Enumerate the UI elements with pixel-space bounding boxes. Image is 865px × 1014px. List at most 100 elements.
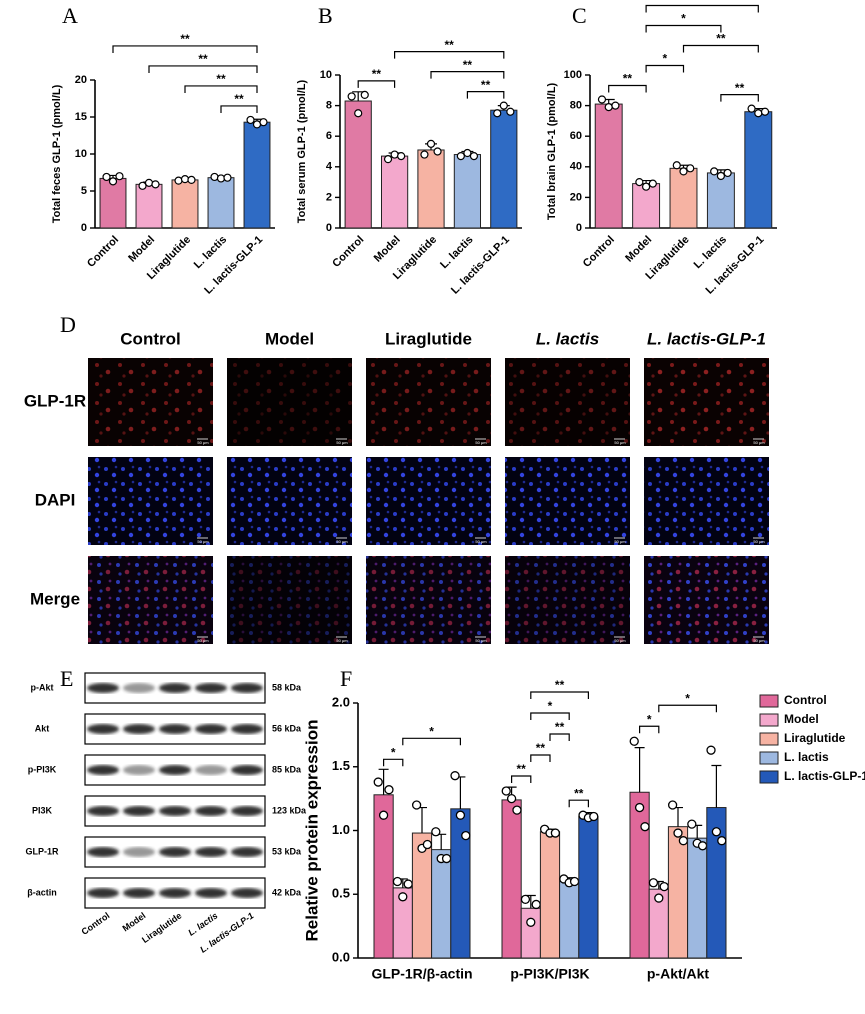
significance-bracket <box>357 80 396 88</box>
blot-band <box>159 765 191 775</box>
scale-bar-label: 50 μm <box>614 638 626 643</box>
data-point <box>640 822 650 832</box>
data-point <box>223 173 232 182</box>
lane-label: Liraglutide <box>140 910 183 945</box>
error-bar <box>417 806 427 834</box>
y-tick-label: 20 <box>570 191 582 203</box>
data-point <box>717 836 727 846</box>
micrograph <box>227 457 352 545</box>
panel-label: C <box>572 3 587 28</box>
error-bar <box>711 764 722 808</box>
data-point <box>403 879 413 889</box>
data-point <box>441 853 452 864</box>
data-point <box>687 819 697 829</box>
y-tick-label: 0.0 <box>332 949 350 964</box>
data-point <box>706 745 716 755</box>
blot-band <box>195 847 227 857</box>
blot-band <box>123 806 155 816</box>
data-point <box>634 802 645 813</box>
bar <box>344 100 372 229</box>
data-point <box>648 878 659 888</box>
legend-swatch <box>759 713 779 727</box>
y-tick-label: 0.5 <box>332 886 350 901</box>
data-point <box>686 164 695 173</box>
x-tick-label: Control <box>330 234 366 270</box>
column-header: Model <box>265 329 314 348</box>
data-point <box>259 118 268 127</box>
data-point <box>384 785 394 795</box>
band-name: p-Akt <box>31 682 54 692</box>
data-point <box>597 95 607 104</box>
column-header: Control <box>120 329 180 348</box>
significance-bracket <box>645 24 722 33</box>
significance-bracket <box>394 51 505 59</box>
scale-bar-label: 50 μm <box>197 440 209 445</box>
significance-label: ** <box>555 678 565 692</box>
panel-label: A <box>62 3 78 28</box>
significance-label: ** <box>555 720 565 734</box>
data-point <box>383 155 393 164</box>
blot-band <box>195 888 227 898</box>
legend-label: Liraglutide <box>784 731 846 745</box>
data-point <box>102 172 111 182</box>
y-axis-label: Total feces GLP-1 (pmol/L) <box>51 84 63 223</box>
y-tick-label: 10 <box>75 148 87 160</box>
y-tick-label: 1.5 <box>332 758 350 773</box>
bar <box>135 183 163 229</box>
data-point <box>672 161 681 170</box>
data-point <box>506 793 517 804</box>
bar <box>594 103 623 229</box>
bar <box>669 167 698 229</box>
band-size: 58 kDa <box>272 682 302 692</box>
data-point <box>654 893 664 903</box>
significance-label: * <box>548 699 553 713</box>
data-point <box>210 172 219 182</box>
data-point <box>463 148 472 158</box>
data-point <box>697 841 708 851</box>
blot-band <box>87 806 119 816</box>
micrograph <box>227 556 352 644</box>
blot-band <box>87 683 119 693</box>
data-point <box>187 175 196 184</box>
blot-band <box>159 847 191 857</box>
data-point <box>246 115 255 125</box>
bar <box>453 154 482 229</box>
y-tick-label: 100 <box>564 69 582 81</box>
bar <box>632 183 661 229</box>
x-tick-label: Control <box>581 234 617 270</box>
bar <box>629 791 650 959</box>
significance-label: * <box>391 745 396 759</box>
panel-label: B <box>318 3 333 28</box>
blot-band <box>159 724 191 734</box>
band-size: 53 kDa <box>272 846 302 856</box>
significance-bracket <box>530 691 589 699</box>
significance-bracket <box>112 45 258 53</box>
significance-label: ** <box>623 72 633 86</box>
y-axis-label: Relative protein expression <box>302 719 321 941</box>
micrograph <box>366 358 491 446</box>
scale-bar-label: 50 μm <box>336 638 348 643</box>
y-axis-label: Total serum GLP-1 (pmol/L) <box>296 79 308 223</box>
y-tick-label: 60 <box>570 130 582 142</box>
significance-label: * <box>685 691 690 705</box>
significance-bracket <box>608 84 647 93</box>
bar <box>501 799 522 959</box>
micrograph <box>505 358 630 446</box>
significance-label: * <box>429 724 434 738</box>
scale-bar-label: 50 μm <box>753 638 765 643</box>
significance-bracket <box>430 71 505 79</box>
band-name: p-PI3K <box>28 764 57 774</box>
bar <box>99 177 127 229</box>
data-point <box>493 109 502 118</box>
micrograph <box>644 556 769 644</box>
blot-band <box>123 724 155 734</box>
data-point <box>629 736 639 746</box>
bar <box>380 155 409 229</box>
bar <box>667 826 689 959</box>
significance-label: ** <box>234 92 244 106</box>
x-tick-label: p-Akt/Akt <box>647 966 710 982</box>
blot-band <box>231 724 263 734</box>
bar <box>490 109 518 229</box>
data-point <box>667 800 678 810</box>
band-name: GLP-1R <box>25 846 59 856</box>
